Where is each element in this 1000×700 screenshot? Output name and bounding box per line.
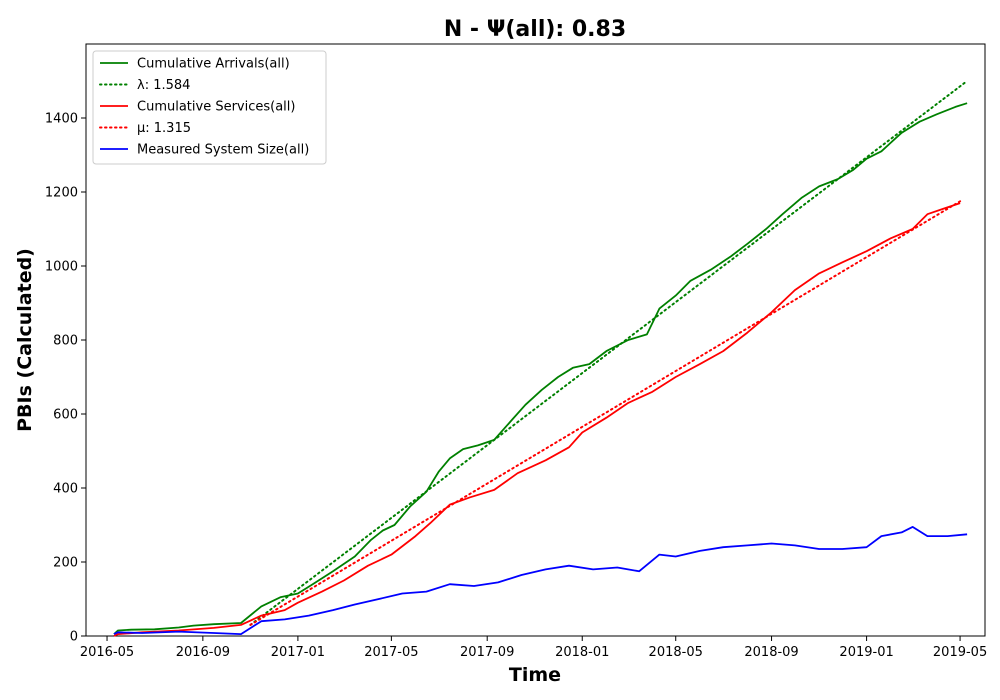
y-axis-label: PBIs (Calculated) [14,248,36,432]
legend-entry-3: μ: 1.315 [137,121,191,136]
x-tick-label-6: 2018-05 [649,645,703,660]
x-tick-label-0: 2016-05 [80,645,134,660]
y-tick-label-3: 600 [53,408,78,423]
x-axis: 2016-05 2016-09 2017-01 2017-05 2017-09 2018-… [80,636,987,660]
y-tick-label-1: 200 [53,556,78,571]
y-tick-label-7: 1400 [45,112,78,127]
series-layer [113,80,969,637]
y-tick-label-6: 1200 [45,186,78,201]
y-tick-label-5: 1000 [45,260,78,275]
legend-entry-0: Cumulative Arrivals(all) [137,57,290,72]
legend-entry-1: λ: 1.584 [137,78,190,93]
x-axis-label: Time [509,664,561,686]
x-tick-label-1: 2016-09 [176,645,230,660]
legend-entry-2: Cumulative Services(all) [137,100,295,115]
legend-entry-4: Measured System Size(all) [137,143,309,158]
y-tick-label-4: 800 [53,334,78,349]
x-tick-label-4: 2017-09 [460,645,514,660]
chart-title: N - Ψ(all): 0.83 [444,17,626,42]
y-tick-label-0: 0 [70,630,78,645]
x-tick-label-8: 2019-01 [839,645,893,660]
series-line-1-315 [249,200,962,626]
series-line-measured-system-size-all [113,526,968,635]
x-tick-label-5: 2018-01 [555,645,609,660]
y-axis: 0 200 400 600 800 1000 1200 1400 [45,112,86,645]
x-tick-label-9: 2019-05 [933,645,987,660]
legend: Cumulative Arrivals(all) λ: 1.584 Cumulati… [92,50,327,165]
x-tick-label-7: 2018-09 [744,645,798,660]
series-line-1-584 [249,80,969,626]
x-tick-label-2: 2017-01 [271,645,325,660]
series-line-cumulative-arrivals-all [113,102,968,635]
y-tick-label-2: 400 [53,482,78,497]
x-tick-label-3: 2017-05 [364,645,418,660]
